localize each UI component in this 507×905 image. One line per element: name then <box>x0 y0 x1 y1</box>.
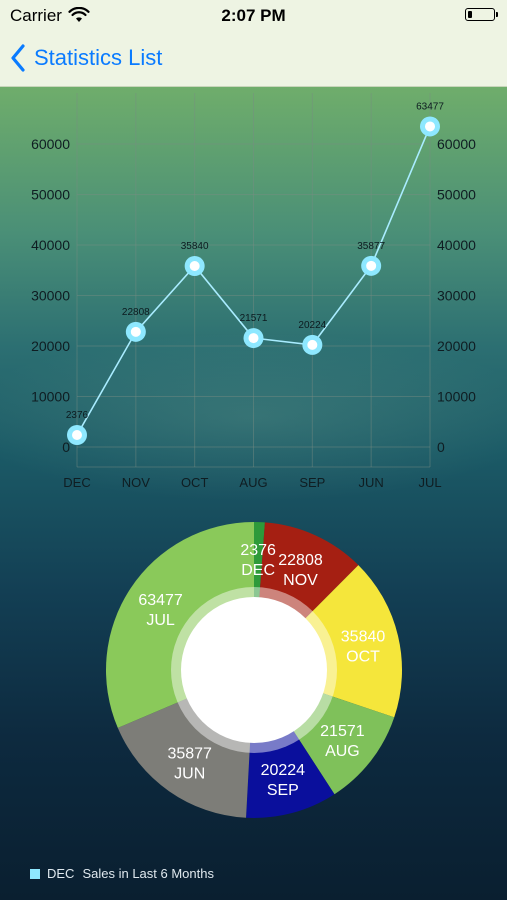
data-point <box>302 334 323 355</box>
data-label: 35877 <box>357 241 385 252</box>
pie-category-label: OCT <box>346 648 380 665</box>
pie-category-label: AUG <box>325 743 360 760</box>
chart-area: 0 10000 20000 30000 40000 50000 60000 0 10000 20… <box>0 87 507 900</box>
data-label: 22808 <box>122 307 150 318</box>
data-point-inner <box>72 430 82 441</box>
data-point <box>125 321 146 342</box>
data-point-inner <box>130 326 141 337</box>
pie-value-label: 35840 <box>341 628 386 645</box>
donut-hole <box>181 597 327 743</box>
pie-value-label: 22808 <box>278 552 323 569</box>
status-bar: Carrier 2:07 PM <box>0 0 507 30</box>
x-tick-label: OCT <box>181 475 209 490</box>
legend-swatch <box>30 868 40 879</box>
back-button[interactable]: Statistics List <box>10 42 162 74</box>
x-tick-label: SEP <box>299 475 325 490</box>
y-tick-label-right: 10000 <box>437 389 476 405</box>
battery-icon <box>465 8 498 21</box>
data-point-inner <box>189 261 200 272</box>
pie-value-label: 63477 <box>138 592 183 609</box>
data-point <box>67 425 87 446</box>
chart-legend: DEC Sales in Last 6 Months <box>30 866 214 881</box>
pie-category-label: JUL <box>146 612 175 629</box>
data-point <box>243 328 264 349</box>
legend-text: Sales in Last 6 Months <box>82 866 214 881</box>
data-label: 20224 <box>298 320 326 331</box>
x-tick-label: NOV <box>122 475 151 490</box>
data-point-inner <box>425 121 435 132</box>
chevron-left-icon <box>11 44 25 72</box>
pie-category-label: DEC <box>241 562 275 579</box>
carrier-label: Carrier <box>10 6 62 25</box>
wifi-icon <box>68 7 90 22</box>
pie-value-label: 20224 <box>261 762 306 779</box>
charts-canvas: 0 10000 20000 30000 40000 50000 60000 0 10000 20… <box>31 93 476 818</box>
back-button-label: Statistics List <box>34 45 163 70</box>
y-tick-label-left: 0 <box>62 439 70 455</box>
data-point <box>420 116 440 137</box>
pie-category-label: NOV <box>283 572 318 589</box>
x-tick-label: JUL <box>418 475 441 490</box>
x-tick-label: AUG <box>239 475 267 490</box>
x-tick-label: JUN <box>359 475 384 490</box>
y-tick-label-right: 0 <box>437 439 445 455</box>
y-tick-label-right: 50000 <box>437 187 476 203</box>
y-tick-label-left: 20000 <box>31 338 70 354</box>
y-tick-label-left: 10000 <box>31 389 70 405</box>
data-label: 2376 <box>66 410 89 421</box>
pie-category-label: JUN <box>174 766 205 783</box>
navigation-bar: Statistics List <box>0 30 507 87</box>
pie-category-label: SEP <box>267 782 299 799</box>
x-tick-label: DEC <box>63 475 90 490</box>
y-tick-label-left: 50000 <box>31 187 70 203</box>
data-point-inner <box>248 333 259 344</box>
data-label: 63477 <box>416 101 444 112</box>
pie-value-label: 21571 <box>320 723 365 740</box>
y-tick-label-right: 60000 <box>437 136 476 152</box>
y-tick-label-left: 60000 <box>31 136 70 152</box>
data-point <box>184 256 205 277</box>
y-tick-label-right: 30000 <box>437 288 476 304</box>
data-label: 21571 <box>240 313 268 324</box>
clock: 2:07 PM <box>221 6 286 25</box>
y-tick-label-left: 30000 <box>31 288 70 304</box>
data-point-inner <box>307 339 318 350</box>
data-point <box>361 255 382 276</box>
data-label: 35840 <box>181 241 209 252</box>
pie-value-label: 2376 <box>240 542 276 559</box>
y-tick-label-right: 40000 <box>437 237 476 253</box>
pie-value-label: 35877 <box>167 746 212 763</box>
y-tick-label-right: 20000 <box>437 338 476 354</box>
data-point-inner <box>366 260 377 271</box>
y-tick-label-left: 40000 <box>31 237 70 253</box>
legend-category: DEC <box>47 866 75 881</box>
